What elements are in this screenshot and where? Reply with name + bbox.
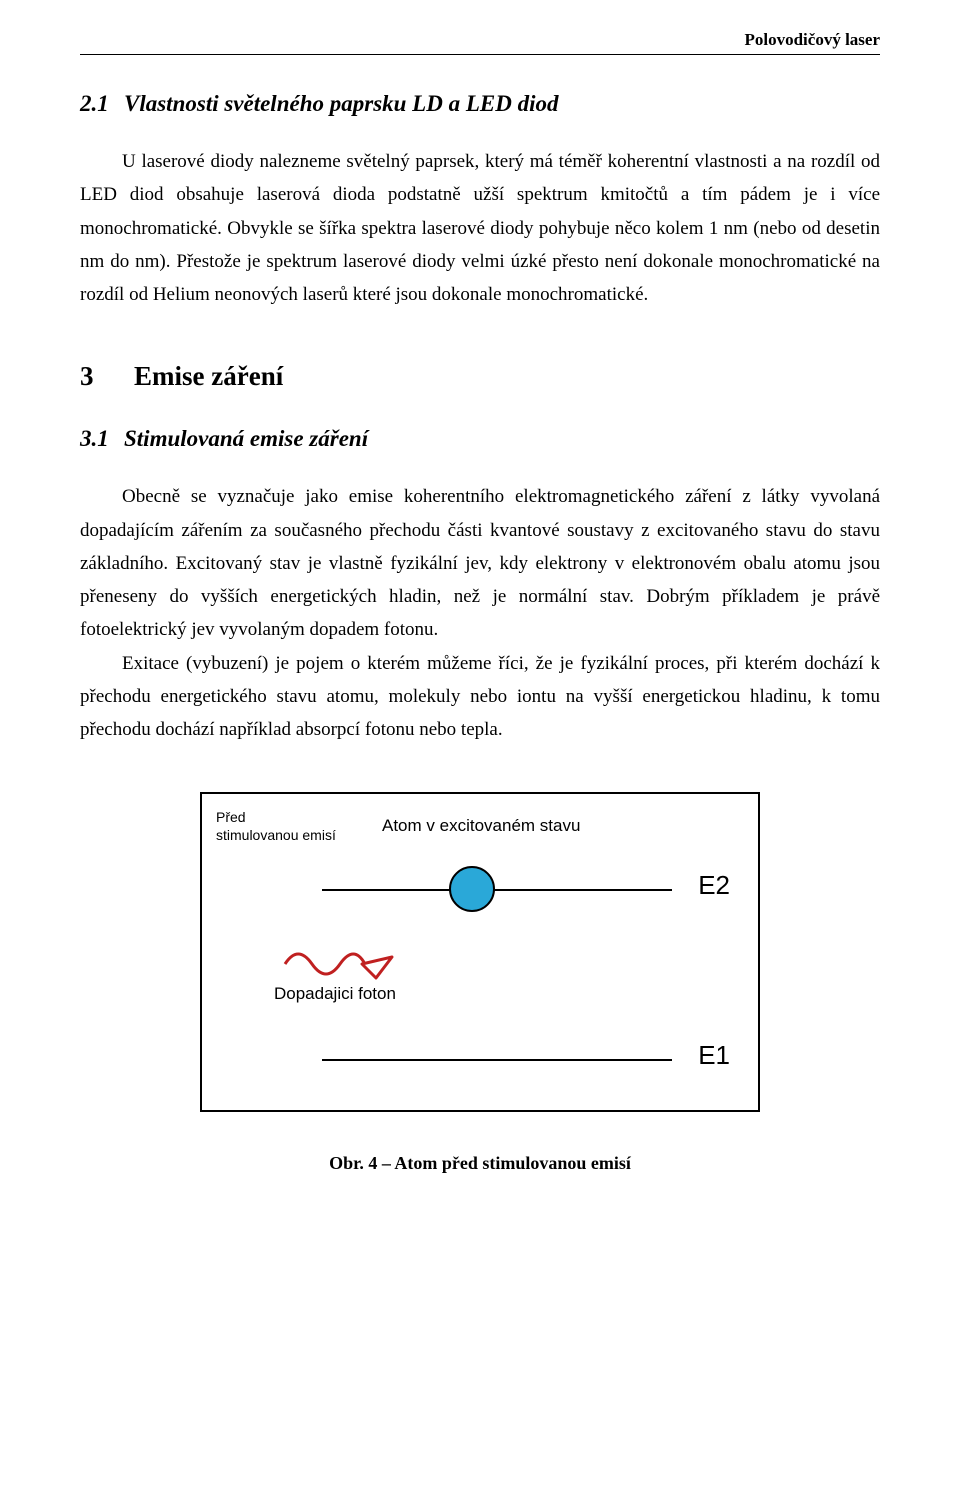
figure-caption: Obr. 4 – Atom před stimulovanou emisí [80,1153,880,1174]
heading-2-1-title: Vlastnosti světelného paprsku LD a LED d… [124,91,558,116]
energy-level-e2-label: E2 [698,870,730,901]
header-rule [80,54,880,55]
energy-level-e1-line [322,1059,672,1061]
photon-arrow-icon [280,939,400,981]
heading-3-1-title: Stimulovaná emise záření [124,426,368,451]
para-3-1-a: Obecně se vyznačuje jako emise koherentn… [80,480,880,646]
energy-level-e2-line [322,889,672,891]
fig-label-photon: Dopadajici foton [274,984,396,1004]
atom-icon [449,866,495,912]
energy-level-e1-label: E1 [698,1040,730,1071]
heading-3-1: 3.1Stimulovaná emise záření [80,426,880,452]
figure-box: Před stimulovanou emisí Atom v excitovan… [200,792,760,1112]
fig-label-before-1: Před [216,808,246,826]
fig-label-before-2: stimulovanou emisí [216,826,336,844]
heading-2-1: 2.1Vlastnosti světelného paprsku LD a LE… [80,91,880,117]
heading-2-1-num: 2.1 [80,91,124,117]
page: Polovodičový laser 2.1Vlastnosti světeln… [0,0,960,1498]
para-3-1-b: Exitace (vybuzení) je pojem o kterém můž… [80,647,880,747]
figure-wrap: Před stimulovanou emisí Atom v excitovan… [80,792,880,1174]
heading-3-num: 3 [80,361,134,392]
heading-3-title: Emise záření [134,361,283,391]
para-2-1: U laserové diody nalezneme světelný papr… [80,145,880,311]
heading-3: 3Emise záření [80,361,880,392]
heading-3-1-num: 3.1 [80,426,124,452]
running-head: Polovodičový laser [80,30,880,50]
fig-label-atom-excited: Atom v excitovaném stavu [382,816,580,836]
